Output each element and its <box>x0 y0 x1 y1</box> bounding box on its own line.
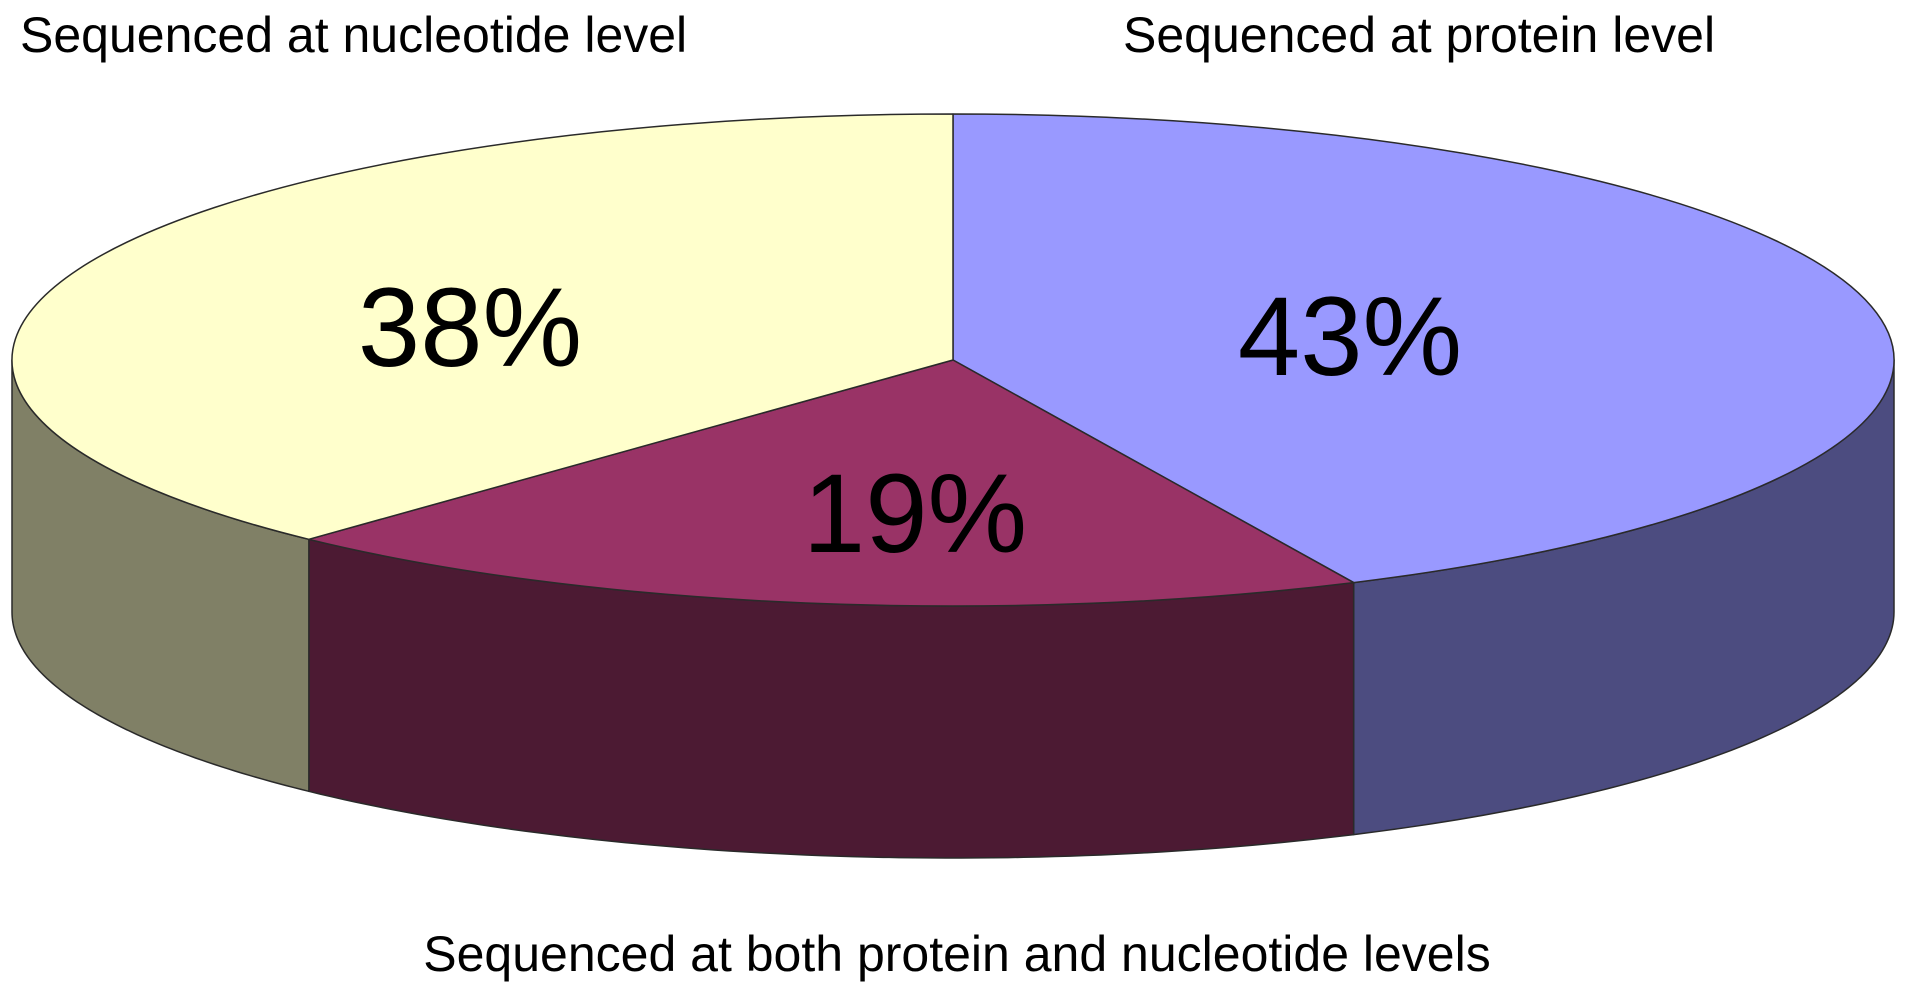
category-label-nucleotide: Sequenced at nucleotide level <box>20 7 687 63</box>
pie-sides <box>11 359 1895 859</box>
category-label-protein: Sequenced at protein level <box>1123 7 1715 63</box>
pie-slice-nucleotide <box>11 113 954 541</box>
percent-label-both: 19% <box>803 451 1027 576</box>
category-label-both: Sequenced at both protein and nucleotide… <box>423 926 1490 982</box>
percent-label-nucleotide: 38% <box>358 265 582 390</box>
pie-tops <box>11 113 1895 607</box>
pie-slice-both <box>308 359 1355 607</box>
percent-label-protein: 43% <box>1238 274 1462 399</box>
pie-slice-protein <box>952 113 1895 584</box>
